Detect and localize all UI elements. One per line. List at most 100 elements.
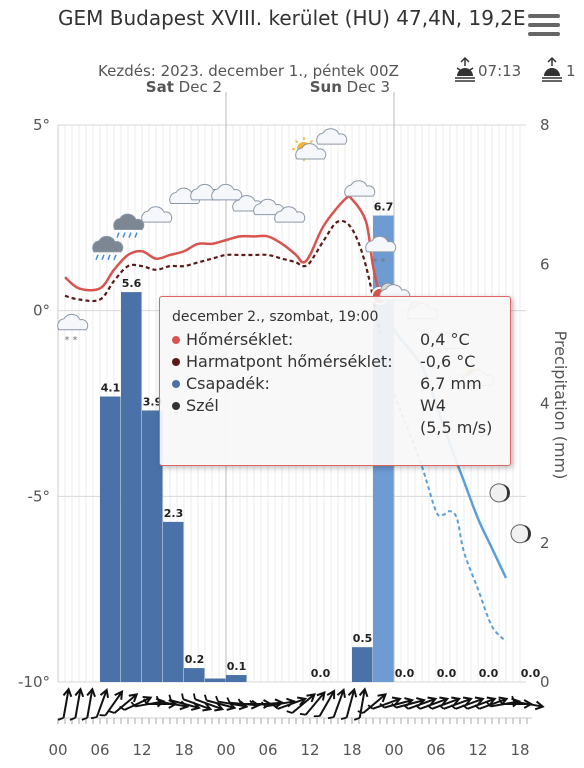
precip-label: 5.6 <box>122 277 142 290</box>
cloud-icon <box>211 183 243 201</box>
precip-label: 0.1 <box>227 660 247 673</box>
x-tick: 18 <box>174 741 193 759</box>
precip-label: 0.0 <box>437 667 457 680</box>
tooltip-value: -0,6 °C <box>420 352 476 371</box>
tooltip-label: Szél <box>186 396 219 415</box>
tooltip-value: 6,7 mm <box>420 374 482 393</box>
precip-bar <box>163 521 184 682</box>
sun-cloud-icon <box>292 136 327 161</box>
wind-arrow <box>340 687 358 720</box>
dewpoint-line <box>64 219 382 334</box>
moon-icon <box>510 524 531 544</box>
precip-dot <box>172 379 180 388</box>
y-left-tick: -5° <box>28 487 50 505</box>
svg-text:*: * <box>73 335 78 346</box>
x-tick: 12 <box>300 741 319 759</box>
cloud-icon <box>344 180 376 197</box>
menu-icon[interactable] <box>528 14 560 42</box>
y-axis-right-label: Precipitation (mm) <box>551 331 570 480</box>
wind-arrow <box>511 695 545 711</box>
cloud-icon <box>274 206 306 223</box>
tooltip-value: W4 <box>420 396 446 415</box>
chart-title: GEM Budapest XVIII. kerület (HU) 47,4N, … <box>58 6 526 30</box>
svg-text:*: * <box>373 257 378 268</box>
x-tick: 06 <box>90 741 109 759</box>
precip-label: 0.0 <box>479 667 499 680</box>
precip-label: 0.5 <box>353 632 373 645</box>
x-tick: 12 <box>468 741 487 759</box>
y-left-tick: -10° <box>18 673 50 691</box>
wind-dot <box>172 401 180 410</box>
y-right-tick: 2 <box>540 534 550 552</box>
day-label: Sat Dec 2 <box>146 78 222 96</box>
wind-arrows <box>57 687 545 724</box>
precip-label: 0.2 <box>185 653 205 666</box>
tooltip-row-wind: Szél W4 (5,5 m/s) <box>172 395 498 437</box>
precip-bar <box>121 292 142 682</box>
precip-bar <box>184 668 205 682</box>
y-right-tick: 4 <box>540 395 550 413</box>
day-label: Sun Dec 3 <box>310 78 390 96</box>
wind-arrow <box>450 696 485 710</box>
x-tick: 12 <box>132 741 151 759</box>
wind-arrow <box>99 690 124 717</box>
y-right-tick: 8 <box>540 116 550 134</box>
y-right-tick: 0 <box>540 673 550 691</box>
wind-arrow <box>403 696 438 710</box>
tooltip-label: Csapadék: <box>186 374 270 393</box>
wind-arrow <box>181 693 213 712</box>
wind-arrow <box>414 696 450 710</box>
tooltip-label: Hőmérséklet: <box>186 330 294 349</box>
sunrise-time: 1 <box>566 62 576 80</box>
sunrise-icon <box>542 56 562 82</box>
dewpoint-dot <box>172 357 180 366</box>
precip-label: 6.7 <box>374 201 394 214</box>
rain-cloud-icon <box>92 235 124 261</box>
precip-label: 0.0 <box>521 667 541 680</box>
tooltip-row-dewpoint: Harmatpont hőmérséklet: -0,6 °C <box>172 351 498 373</box>
temperature-dot <box>172 335 180 344</box>
snow-cloud-icon: * * <box>57 313 89 346</box>
snow-cloud-icon: * * <box>365 235 397 268</box>
precip-bar <box>205 678 226 682</box>
wind-arrow <box>438 696 473 710</box>
tooltip-label: Harmatpont hőmérséklet: <box>186 352 393 371</box>
sunrise-time: 07:13 <box>478 62 521 80</box>
wind-arrow <box>426 696 462 710</box>
wind-arrow <box>313 689 336 718</box>
wind-arrow <box>69 687 85 721</box>
precip-bar <box>226 675 247 682</box>
wind-arrow <box>299 690 326 716</box>
precipitation-bars: 4.1 5.6 3.9 2.3 0.2 0.1 0.0 0.5 6.7 0.0 0.0 0.0 0.0 <box>100 201 541 682</box>
wind-arrow <box>193 693 225 712</box>
wind-arrow <box>81 687 96 721</box>
x-tick: 18 <box>510 741 529 759</box>
wind-arrow <box>327 688 346 720</box>
precip-label: 3.9 <box>143 395 163 408</box>
cloud-icon <box>316 128 348 145</box>
wind-arrow <box>353 687 369 721</box>
precip-label: 4.1 <box>101 382 121 395</box>
x-tick: 00 <box>216 741 235 759</box>
precip-bar <box>352 647 373 682</box>
wind-arrow <box>272 696 308 710</box>
tooltip-header: december 2., szombat, 19:00 <box>172 309 379 325</box>
wind-arrow <box>119 695 153 711</box>
precip-label: 2.3 <box>164 507 184 520</box>
tooltip-value: (5,5 m/s) <box>420 418 493 437</box>
wind-arrow <box>57 687 73 721</box>
sunrise-icon <box>455 56 475 82</box>
x-tick: 18 <box>342 741 361 759</box>
precip-bar <box>142 410 163 682</box>
x-tick: 06 <box>426 741 445 759</box>
x-tick: 06 <box>258 741 277 759</box>
moon-icon <box>489 483 510 503</box>
tooltip-row-precip: Csapadék: 6,7 mm <box>172 373 498 395</box>
y-right-tick: 6 <box>540 255 550 273</box>
x-tick: 00 <box>48 741 67 759</box>
precip-bar <box>100 396 121 682</box>
y-left-tick: 5° <box>33 116 50 134</box>
wind-arrow <box>367 696 402 710</box>
x-tick: 00 <box>384 741 403 759</box>
